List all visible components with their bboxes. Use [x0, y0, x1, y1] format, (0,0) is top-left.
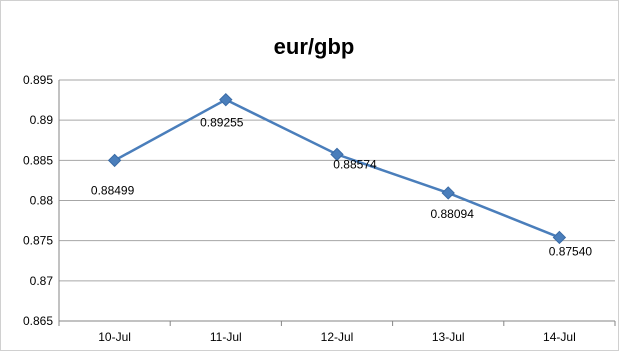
y-tick-label: 0.88	[30, 194, 54, 208]
data-point-marker	[330, 147, 344, 162]
y-tick-labels: 0.865 0.87 0.875 0.88 0.885 0.89 0.895	[23, 73, 53, 328]
y-tick-label: 0.87	[30, 274, 54, 288]
x-tick-label: 14-Jul	[543, 330, 576, 344]
chart-title: eur/gbp	[274, 34, 355, 59]
x-tick-labels: 10-Jul 11-Jul 12-Jul 13-Jul 14-Jul	[98, 330, 575, 344]
y-tick-label: 0.89	[30, 113, 54, 127]
data-label: 0.88094	[431, 207, 475, 221]
series-eur-gbp	[107, 92, 567, 245]
axes	[58, 80, 616, 326]
data-point-marker	[219, 92, 233, 107]
y-tick-label: 0.875	[23, 234, 53, 248]
x-tick-label: 10-Jul	[98, 330, 131, 344]
gridlines	[59, 79, 615, 282]
data-point-marker	[552, 230, 567, 245]
y-tick-label: 0.885	[23, 153, 53, 167]
x-tick-label: 12-Jul	[321, 330, 354, 344]
data-label: 0.88499	[91, 183, 135, 197]
y-tick-label: 0.895	[23, 73, 53, 87]
data-labels: 0.88499 0.89255 0.88574 0.88094 0.87540	[91, 116, 593, 259]
data-label: 0.88574	[333, 157, 377, 171]
data-label: 0.87540	[549, 244, 593, 258]
x-tick-label: 13-Jul	[432, 330, 465, 344]
data-point-marker	[441, 186, 455, 200]
data-label: 0.89255	[200, 116, 244, 130]
data-point-marker	[107, 153, 122, 168]
y-tick-label: 0.865	[23, 314, 53, 328]
x-tick-label: 11-Jul	[210, 330, 242, 344]
